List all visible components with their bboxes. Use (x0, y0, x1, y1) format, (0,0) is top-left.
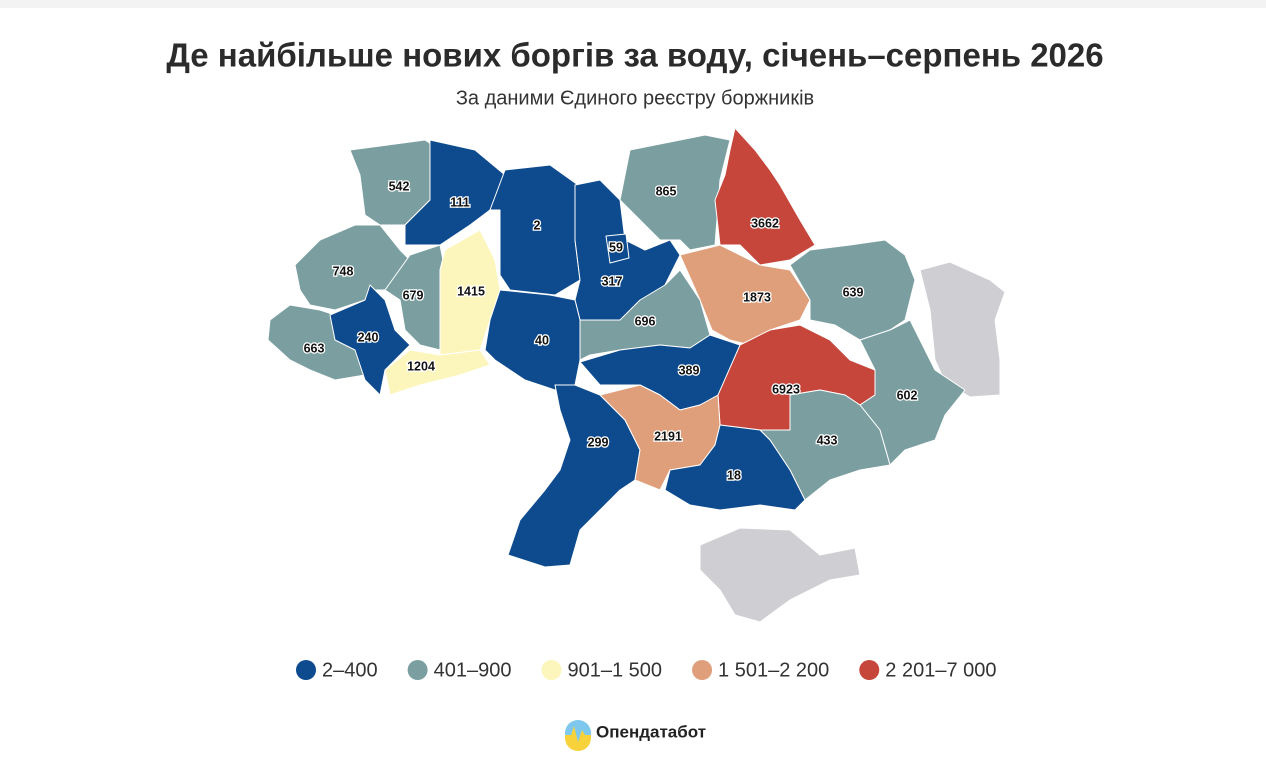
region-value: 433 (817, 433, 838, 447)
region-value: 18 (727, 468, 741, 482)
legend-swatch (296, 660, 316, 680)
region-value: 1873 (743, 290, 771, 304)
region-value: 542 (389, 179, 410, 193)
region (664, 424, 806, 511)
region-value: 639 (843, 285, 864, 299)
logo-icon-wave (565, 726, 591, 751)
region (789, 239, 916, 341)
region-value: 317 (602, 274, 623, 288)
regions (267, 127, 1006, 623)
region-value: 696 (635, 314, 656, 328)
region-value: 40 (535, 333, 549, 347)
legend-swatch (859, 660, 880, 680)
region-value: 6923 (772, 382, 800, 396)
value-labels: 542 111 2 865 3662 748 679 1415 317 59 1873 639 663 2… (302, 178, 918, 484)
logo: Опендатабот (565, 720, 706, 751)
legend-swatch (407, 660, 428, 680)
region (859, 319, 966, 466)
region (329, 284, 411, 396)
region-value: 299 (588, 435, 609, 449)
title: Де найбільше нових боргів за воду, січен… (166, 37, 1103, 74)
region-value: 602 (897, 388, 918, 402)
legend-label: 901–1 500 (568, 659, 663, 681)
region-value: 663 (304, 341, 325, 355)
legend-swatch (692, 660, 713, 680)
legend-label: 1 501–2 200 (718, 659, 829, 681)
region-value: 1204 (407, 359, 435, 373)
no-data-region (919, 261, 1006, 398)
region (489, 164, 581, 296)
region-value: 3662 (751, 216, 779, 230)
region (384, 244, 446, 351)
region-value: 111 (450, 195, 470, 209)
legend-label: 2 201–7 000 (885, 659, 996, 681)
top-bar (0, 0, 1266, 8)
logo-text: Опендатабот (596, 722, 706, 741)
region-value: 59 (609, 240, 623, 254)
region-value: 2 (534, 218, 541, 232)
region-value: 865 (656, 184, 677, 198)
region-value: 2191 (654, 429, 682, 443)
legend-label: 401–900 (434, 659, 512, 681)
region (404, 139, 506, 246)
region (384, 349, 491, 396)
legend-swatch (541, 660, 562, 680)
legend-label: 2–400 (322, 659, 378, 681)
region (484, 289, 581, 391)
region (714, 127, 816, 266)
region (679, 244, 811, 346)
no-data-region (699, 527, 861, 623)
region (605, 233, 630, 264)
region-value: 1415 (457, 284, 485, 298)
region-value: 389 (679, 363, 700, 377)
legend: 2–400 401–900 901–1 500 1 501–2 200 2 201–7 … (296, 659, 997, 681)
region (619, 134, 731, 251)
subtitle: За даними Єдиного реєстру боржників (456, 87, 814, 109)
region-value: 679 (403, 288, 424, 302)
region-value: 240 (358, 330, 379, 344)
region-value: 748 (333, 264, 354, 278)
